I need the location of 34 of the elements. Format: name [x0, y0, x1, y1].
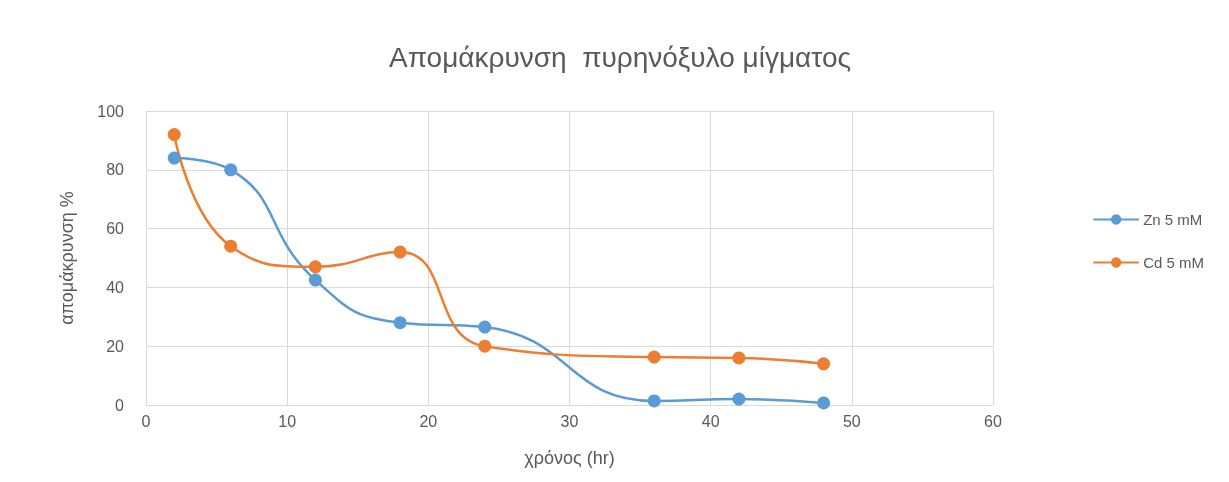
x-tick-label: 40 — [701, 412, 720, 430]
point — [308, 273, 322, 287]
point — [647, 394, 661, 408]
legend-label: Zn 5 mM — [1143, 211, 1203, 228]
point — [732, 351, 746, 365]
x-axis-title: χρόνος (hr) — [524, 448, 615, 468]
point — [393, 245, 407, 259]
point — [647, 350, 661, 364]
point — [478, 320, 492, 334]
y-tick-label: 0 — [115, 396, 125, 414]
y-tick-label: 60 — [106, 220, 125, 238]
y-tick-label: 20 — [106, 337, 125, 355]
legend-label: Cd 5 mM — [1143, 254, 1204, 271]
x-tick-label: 10 — [278, 412, 297, 430]
point — [732, 392, 746, 406]
point — [817, 357, 831, 371]
point — [224, 239, 238, 253]
point — [393, 316, 407, 330]
point — [167, 151, 181, 165]
point — [167, 128, 181, 142]
chart-title: Απομάκρυνση πυρηνόξυλο μίγματος — [388, 41, 852, 73]
y-tick-label: 40 — [106, 278, 125, 296]
y-tick-label: 80 — [106, 161, 125, 179]
x-tick-label: 20 — [419, 412, 438, 430]
x-tick-label: 30 — [560, 412, 579, 430]
x-tick-label: 0 — [141, 412, 151, 430]
x-tick-label: 60 — [984, 412, 1002, 430]
point — [308, 260, 322, 274]
point — [478, 339, 492, 353]
y-tick-label: 100 — [97, 102, 125, 120]
point — [224, 163, 238, 177]
y-axis-title: απομάκρυνση % — [57, 191, 77, 325]
point — [817, 396, 831, 410]
x-tick-label: 50 — [842, 412, 861, 430]
